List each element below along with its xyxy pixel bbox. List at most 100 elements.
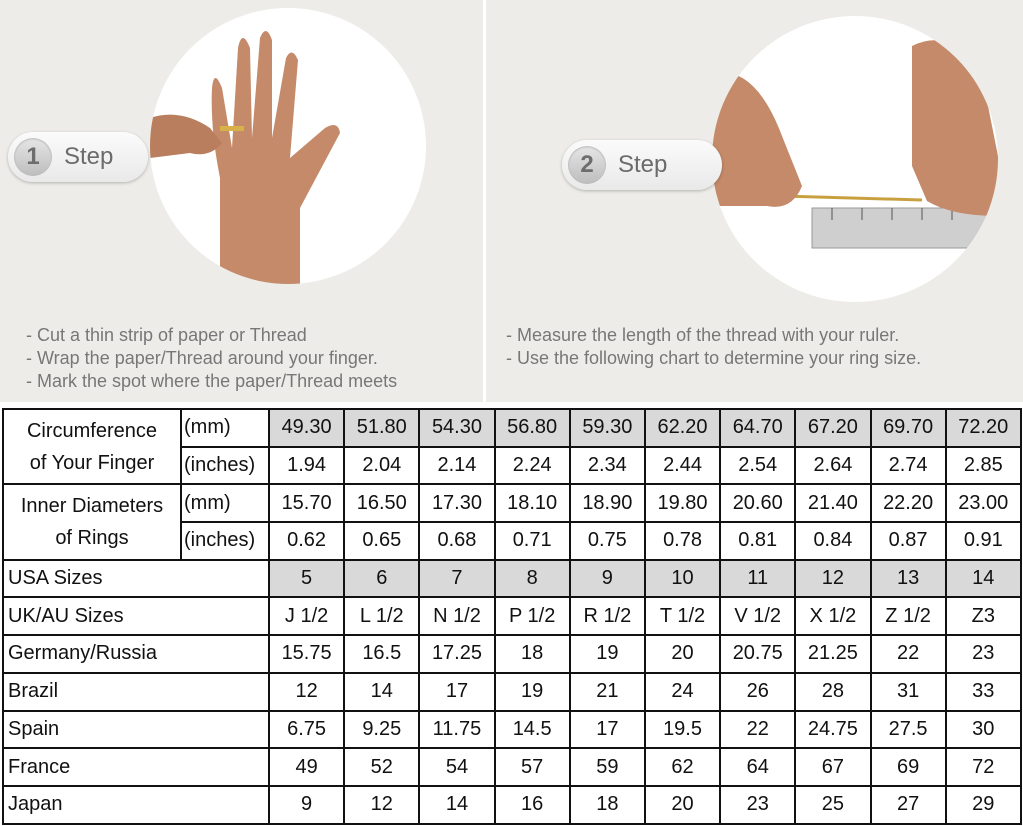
instruction-item: - Measure the length of the thread with … (506, 325, 900, 345)
size-cell: 10 (643, 558, 722, 599)
inner-diameter-inches-row: (inches) 0.62 0.65 0.68 0.71 0.75 0.78 0.81 0.84… (3, 521, 1022, 561)
step2-panel: 2 Step - Measure the length of the threa… (486, 0, 1023, 402)
size-cell: 15.70 (267, 483, 346, 524)
size-cell: 24 (643, 671, 722, 712)
size-cell: 23 (944, 634, 1022, 674)
size-cell: 23 (719, 784, 797, 825)
size-cell: 20 (643, 634, 722, 674)
size-cell: 17.25 (418, 634, 496, 674)
size-cell: 19.5 (643, 709, 722, 750)
size-cell: 21 (568, 671, 646, 712)
step2-badge: 2 Step (562, 140, 722, 190)
size-cell: L 1/2 (343, 596, 421, 637)
circumference-label-line1: Circumference (26, 419, 158, 442)
row-label: UK/AU Sizes (2, 596, 270, 637)
size-cell: 52 (343, 747, 421, 787)
size-cell: 0.78 (643, 521, 722, 561)
size-cell: 0.71 (493, 521, 571, 561)
instruction-item: - Cut a thin strip of paper or Thread (26, 325, 307, 345)
size-cell: V 1/2 (719, 596, 797, 637)
size-cell: 7 (418, 558, 496, 599)
size-cell: 28 (794, 671, 872, 712)
size-cell: 9 (568, 558, 646, 599)
ring-size-table: Circumference of Your Finger (mm) 49.30 51.8… (2, 407, 1022, 825)
size-cell: 13 (869, 558, 947, 599)
size-cell: 8 (493, 558, 571, 599)
inner-diameter-unit: (inches) (180, 521, 270, 561)
size-cell: 14 (944, 558, 1022, 599)
size-cell: 59.30 (568, 408, 646, 448)
size-cell: 25 (794, 784, 872, 825)
step1-number: 1 (14, 138, 52, 176)
size-cell: 2.34 (568, 445, 646, 486)
hand-illustration-icon (150, 31, 340, 284)
size-cell: 6 (343, 558, 421, 599)
size-row: UK/AU Sizes J 1/2 L 1/2 N 1/2 P 1/2 R 1/2 T 1/… (2, 596, 1022, 637)
size-cell: Z3 (944, 596, 1022, 637)
size-cell: 54.30 (418, 408, 496, 448)
size-cell: 62.20 (643, 408, 722, 448)
size-cell: 0.81 (719, 521, 797, 561)
size-row: France 49 52 54 57 59 62 64 67 69 72 (2, 747, 1022, 787)
size-cell: 9.25 (343, 709, 421, 750)
step2-label: Step (618, 151, 668, 178)
circumference-mm-row: Circumference of Your Finger (mm) 49.30 51.8… (2, 407, 1022, 486)
size-cell: 30 (944, 709, 1022, 750)
size-cell: 20.75 (719, 634, 797, 674)
size-cell: 69.70 (869, 408, 947, 448)
size-cell: R 1/2 (568, 596, 646, 637)
size-cell: 17.30 (418, 483, 496, 524)
circumference-label-line2: of Your Finger (29, 451, 155, 474)
row-label: USA Sizes (2, 558, 270, 599)
size-cell: 14 (418, 784, 496, 825)
size-cell: 64 (719, 747, 797, 787)
size-cell: 0.62 (267, 521, 346, 561)
step1-label: Step (64, 143, 114, 170)
size-cell: 11 (719, 558, 797, 599)
row-label: France (2, 747, 270, 787)
size-cell: P 1/2 (493, 596, 571, 637)
size-cell: 51.80 (343, 408, 421, 448)
size-cell: 72.20 (944, 408, 1022, 448)
step1-instructions: - Cut a thin strip of paper or Thread - … (26, 324, 397, 393)
instructions-area: 1 Step - Cut a thin strip of paper or Th… (0, 0, 1023, 402)
size-cell: 72 (944, 747, 1022, 787)
step1-panel: 1 Step - Cut a thin strip of paper or Th… (0, 0, 483, 402)
step2-number: 2 (568, 146, 606, 184)
inner-diameter-label-line2: of Rings (55, 527, 129, 550)
size-cell: 57 (493, 747, 571, 787)
size-cell: 18.10 (493, 483, 571, 524)
size-cell: 20 (643, 784, 722, 825)
size-cell: 31 (869, 671, 947, 712)
inner-diameter-unit: (mm) (180, 483, 270, 524)
size-cell: 22.20 (869, 483, 947, 524)
inner-diameter-label-line1: Inner Diameters (20, 495, 164, 518)
size-cell: T 1/2 (643, 596, 722, 637)
size-cell: N 1/2 (418, 596, 496, 637)
size-cell: 2.44 (643, 445, 722, 486)
instruction-item: - Wrap the paper/Thread around your fing… (26, 348, 378, 368)
size-row: Spain 6.75 9.25 11.75 14.5 17 19.5 22 24.75 27.5 3… (2, 709, 1022, 750)
row-label: Brazil (2, 671, 270, 712)
size-cell: 18 (493, 634, 571, 674)
ruler-photo (712, 16, 998, 302)
circumference-inches-row: (inches) 1.94 2.04 2.14 2.24 2.34 2.44 2.54 2.64… (3, 445, 1022, 486)
panel-divider (483, 0, 486, 402)
size-cell: 67 (794, 747, 872, 787)
size-cell: 5 (267, 558, 346, 599)
size-cell: 26 (719, 671, 797, 712)
size-cell: 2.64 (794, 445, 872, 486)
size-cell: 22 (869, 634, 947, 674)
circumference-unit: (mm) (180, 408, 270, 448)
size-cell: 49 (267, 747, 346, 787)
size-cell: 11.75 (418, 709, 496, 750)
row-label: Germany/Russia (2, 634, 270, 674)
size-cell: 18 (568, 784, 646, 825)
step1-badge: 1 Step (8, 132, 148, 182)
size-cell: 69 (869, 747, 947, 787)
instruction-item: - Mark the spot where the paper/Thread m… (26, 371, 398, 391)
size-cell: 2.14 (418, 445, 496, 486)
instruction-item: - Use the following chart to determine y… (506, 348, 922, 368)
size-cell: X 1/2 (794, 596, 872, 637)
size-cell: 12 (794, 558, 872, 599)
